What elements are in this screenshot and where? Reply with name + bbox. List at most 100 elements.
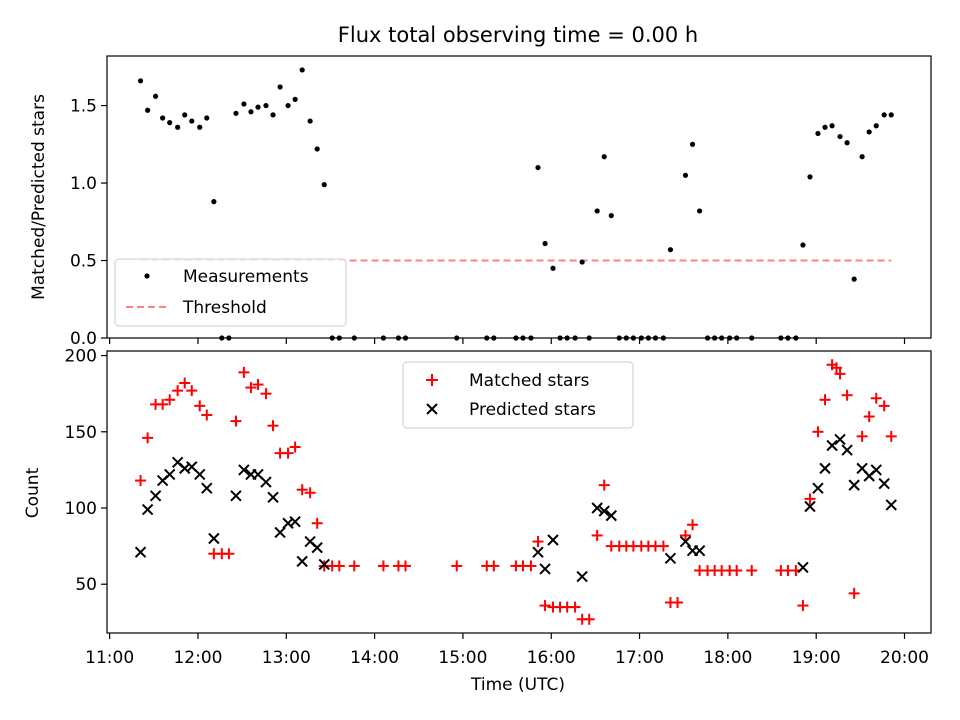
measurement-point: [160, 115, 166, 121]
measurement-point: [579, 259, 585, 265]
legend-measurements-marker: [144, 273, 150, 279]
measurement-point: [152, 93, 159, 99]
predicted-star-marker: [238, 464, 250, 476]
matched-star-marker: [687, 519, 699, 531]
measurement-point: [535, 164, 541, 171]
matched-star-marker: [583, 613, 595, 625]
matched-star-marker: [856, 430, 868, 442]
measurement-point: [608, 212, 614, 219]
measurement-point: [204, 115, 210, 121]
measurement-point: [815, 130, 821, 137]
matched-star-marker: [591, 529, 603, 541]
matched-star-marker: [230, 415, 242, 427]
predicted-star-marker: [591, 502, 603, 514]
matched-star-marker: [267, 420, 279, 432]
chart-title: Flux total observing time = 0.00 h: [338, 23, 698, 47]
measurement-point: [800, 242, 806, 248]
matched-star-marker: [539, 600, 551, 612]
count-y-tick-label: 50: [75, 575, 97, 595]
measurement-point: [873, 123, 879, 129]
legend-measurements-label: Measurements: [183, 267, 309, 287]
matched-star-marker: [834, 368, 846, 380]
matched-star-marker: [164, 394, 176, 406]
measurement-point: [145, 107, 151, 113]
measurement-point: [844, 140, 850, 146]
measurement-point: [241, 101, 247, 107]
measurement-point: [888, 112, 894, 118]
count-x-tick-label: 16:00: [527, 648, 576, 668]
predicted-star-marker: [311, 541, 323, 554]
measurement-point: [829, 123, 835, 129]
matched-star-marker: [746, 565, 758, 577]
matched-star-marker: [252, 379, 264, 391]
count-x-tick-label: 14:00: [350, 648, 399, 668]
matched-star-marker: [569, 601, 581, 613]
predicted-star-marker: [797, 561, 809, 574]
count-panel: 50 100 150 200 11:00 12:00 13:00 14:00 15:00 16:…: [23, 347, 932, 695]
predicted-star-marker: [547, 534, 559, 546]
matched-star-marker: [797, 600, 809, 612]
count-x-tick-label: 19:00: [792, 648, 841, 668]
predicted-star-marker: [826, 439, 838, 452]
count-x-ticks: 11:00 12:00 13:00 14:00 15:00 16:00 17:00 18:00…: [85, 633, 929, 668]
matched-star-marker: [819, 394, 831, 406]
count-x-tick-label: 11:00: [85, 648, 134, 668]
matched-star-marker: [348, 560, 360, 572]
measurement-point: [270, 112, 276, 118]
matched-star-marker: [885, 430, 897, 442]
matched-star-marker: [831, 362, 843, 374]
ratio-plot-frame: [106, 55, 932, 339]
predicted-star-marker: [318, 558, 330, 571]
predicted-star-marker: [194, 468, 206, 481]
legend-predicted-label: Predicted stars: [469, 400, 596, 420]
predicted-star-marker: [605, 509, 617, 522]
count-x-tick-label: 18:00: [703, 648, 752, 668]
predicted-star-marker: [834, 433, 846, 446]
matched-star-marker: [296, 484, 308, 496]
measurement-point: [807, 174, 813, 180]
measurement-point: [542, 240, 548, 247]
ratio-legend-box: [114, 258, 347, 327]
predicted-star-marker: [274, 526, 286, 539]
matched-star-marker: [223, 548, 235, 560]
matched-star-marker: [657, 540, 669, 552]
measurement-point: [197, 124, 203, 130]
matched-star-marker: [201, 409, 213, 421]
measurement-point: [137, 78, 144, 84]
predicted-star-marker: [532, 546, 544, 558]
matched-star-marker: [598, 479, 610, 491]
measurement-point: [167, 120, 173, 126]
count-x-tick-label: 13:00: [262, 648, 311, 668]
matched-star-marker: [282, 447, 294, 459]
count-x-tick-label: 12:00: [173, 648, 222, 668]
predicted-star-marker: [149, 490, 162, 502]
measurement-point: [881, 112, 887, 118]
count-legend: Matched stars Predicted stars: [402, 361, 634, 429]
predicted-star-marker: [598, 505, 610, 517]
matched-star-marker: [245, 382, 257, 394]
predicted-star-marker: [201, 482, 213, 494]
measurement-point: [321, 182, 327, 188]
predicted-star-marker: [267, 491, 279, 504]
measurement-point: [285, 102, 291, 109]
measurement-point: [211, 199, 217, 205]
measurement-point: [594, 208, 600, 214]
matched-star-marker: [679, 529, 691, 541]
predicted-star-marker: [208, 532, 220, 545]
predicted-star-marker: [841, 444, 853, 456]
count-x-tick-label: 17:00: [615, 648, 664, 668]
matched-star-marker: [878, 400, 890, 412]
count-y-tick-label: 200: [65, 347, 97, 367]
measurement-point: [248, 109, 254, 115]
measurement-point: [189, 118, 195, 124]
ratio-y-tick-label: 0.5: [70, 252, 97, 272]
measurement-point: [601, 154, 607, 160]
measurement-point: [299, 67, 305, 73]
matched-star-marker: [812, 426, 824, 438]
measurement-point: [837, 133, 843, 140]
matched-star-marker: [804, 493, 816, 505]
count-y-tick-label: 150: [65, 423, 97, 443]
predicted-star-marker: [812, 482, 824, 494]
